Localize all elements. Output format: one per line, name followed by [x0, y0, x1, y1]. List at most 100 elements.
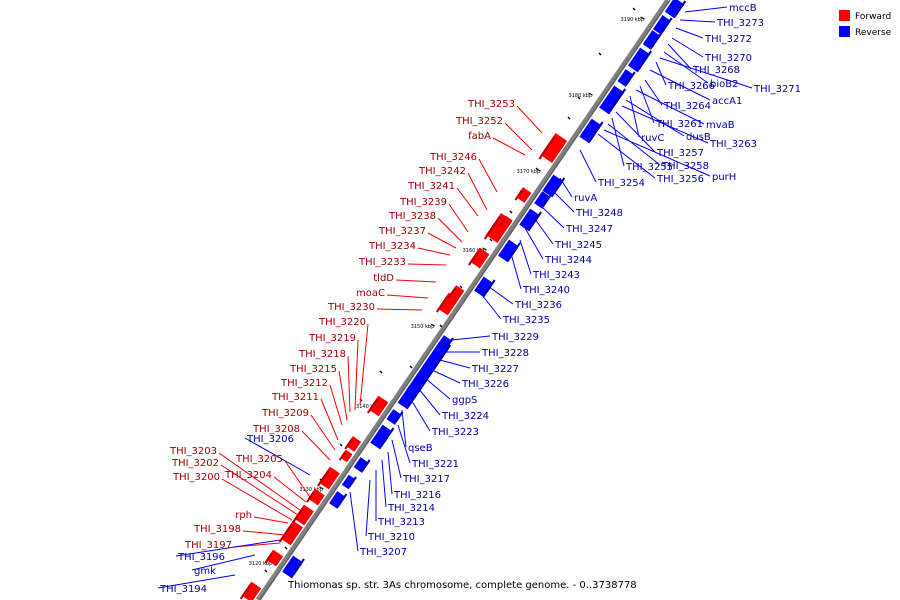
reverse-gene-label: THI_3248	[575, 208, 623, 219]
gene-shade	[445, 337, 454, 349]
reverse-gene-label: THI_3271	[753, 84, 801, 95]
reverse-gene-label: THI_3243	[532, 270, 580, 281]
reverse-gene-label: THI_3216	[393, 490, 441, 501]
forward-gene-label: THI_3252	[455, 116, 503, 127]
reverse-leader-line	[401, 409, 407, 448]
forward-gene-label: THI_3203	[169, 446, 217, 457]
forward-gene-label: THI_3215	[289, 364, 337, 375]
tick-mark	[588, 92, 593, 96]
gene-shade	[306, 491, 315, 503]
reverse-gene-label: ruvC	[641, 133, 664, 144]
forward-leader-line	[492, 137, 526, 156]
gene-shade	[514, 189, 523, 201]
reverse-gene-label: gmk	[194, 566, 216, 577]
chromosome-backbone-edge	[259, 0, 671, 600]
forward-gene	[346, 436, 362, 452]
forward-leader-line	[273, 476, 307, 503]
tick-label: 3180 kbp	[569, 93, 593, 99]
forward-leader-line	[456, 187, 479, 217]
reverse-leader-line	[625, 99, 685, 137]
tick-label: 3150 kbp	[411, 324, 435, 330]
gene-shade	[278, 523, 293, 543]
reverse-gene	[370, 424, 393, 450]
forward-leader-line	[386, 294, 429, 299]
reverse-leader-line	[597, 133, 656, 179]
forward-leader-line	[504, 122, 533, 151]
tick-mark	[264, 569, 268, 573]
gene-shade	[542, 193, 553, 207]
gene-shade	[625, 71, 636, 85]
forward-gene-label: THI_3200	[172, 472, 220, 483]
reverse-gene-label: THI_3268	[692, 65, 740, 76]
forward-gene-label: THI_3220	[318, 317, 366, 328]
reverse-gene	[534, 191, 551, 209]
reverse-gene-label: ruvA	[574, 193, 597, 204]
leader-lines-layer	[157, 6, 753, 589]
forward-leader-line	[478, 158, 498, 193]
reverse-gene-label: THI_3206	[246, 434, 294, 445]
reverse-gene-label: THI_3254	[597, 178, 645, 189]
forward-gene-label: THI_3197	[184, 540, 232, 551]
tick-mark	[632, 7, 636, 11]
reverse-gene-label: THI_3272	[704, 34, 752, 45]
gene-shade	[498, 217, 506, 227]
gene-shade	[538, 136, 556, 160]
reverse-gene-label: bioB2	[710, 79, 738, 90]
reverse-gene	[579, 118, 602, 144]
tick-layer: 3120 kbp 3130 kbp 3140 kbp 3150 kbp 3160 kbp…	[249, 7, 645, 573]
forward-gene-label: THI_3233	[358, 257, 406, 268]
reverse-gene-label: THI_3264	[663, 101, 711, 112]
reverse-gene-label: ggpS	[452, 395, 477, 406]
reverse-gene-label: mvaB	[706, 120, 735, 131]
forward-leader-line	[417, 247, 451, 256]
tick-mark	[577, 96, 581, 100]
reverse-gene	[474, 276, 494, 298]
forward-gene-label: THI_3212	[280, 378, 328, 389]
gene-shade	[529, 211, 542, 229]
reverse-leader-line	[671, 37, 704, 58]
reverse-leader-line	[684, 6, 728, 13]
forward-gene-label: THI_3202	[171, 458, 219, 469]
forward-leader-line	[437, 217, 463, 243]
reverse-gene	[282, 555, 303, 579]
reverse-gene-label: THI_3214	[387, 503, 435, 514]
reverse-gene	[599, 85, 625, 115]
forward-leader-line	[301, 430, 331, 461]
gene-shade	[483, 216, 501, 240]
reverse-gene	[386, 409, 402, 425]
reverse-gene-label: THI_3221	[411, 459, 459, 470]
reverse-leader-line	[644, 79, 663, 106]
tick-mark	[489, 238, 493, 242]
reverse-gene-label: THI_3229	[491, 332, 539, 343]
gene-shade	[292, 558, 305, 576]
gene-shade	[344, 438, 353, 450]
forward-gene-label: THI_3211	[271, 392, 319, 403]
gene-shade	[589, 121, 604, 141]
gene-shade	[661, 17, 673, 33]
gene-label-layer: THI_3253 THI_3252 fabA THI_3246 THI_3242 THI_…	[159, 3, 801, 595]
forward-leader-line	[253, 516, 289, 524]
gene-layer	[239, 0, 687, 600]
reverse-leader-line	[539, 204, 565, 229]
reverse-gene-label: THI_3273	[716, 18, 764, 29]
reverse-leader-line	[391, 439, 402, 479]
reverse-gene-label: qseB	[408, 443, 433, 454]
legend-label-forward: Forward	[855, 12, 891, 22]
reverse-leader-line	[663, 51, 709, 84]
reverse-gene-label: purH	[712, 172, 736, 183]
reverse-gene-label: THI_3194	[159, 584, 207, 595]
reverse-gene	[664, 0, 685, 19]
forward-gene-label: THI_3230	[327, 302, 375, 313]
forward-gene	[318, 466, 340, 490]
reverse-gene-label: THI_3240	[522, 285, 570, 296]
reverse-gene-label: THI_3196	[177, 552, 225, 563]
reverse-leader-line	[365, 479, 371, 537]
tick-label: 3130 kbp	[299, 487, 323, 493]
forward-gene-label: THI_3234	[368, 241, 416, 252]
reverse-gene	[341, 474, 356, 490]
tick-label: 3160 kbp	[463, 248, 487, 254]
reverse-gene-label: THI_3247	[565, 224, 613, 235]
gene-shade	[264, 552, 273, 564]
forward-leader-line	[338, 370, 348, 421]
gene-shade	[292, 507, 304, 523]
